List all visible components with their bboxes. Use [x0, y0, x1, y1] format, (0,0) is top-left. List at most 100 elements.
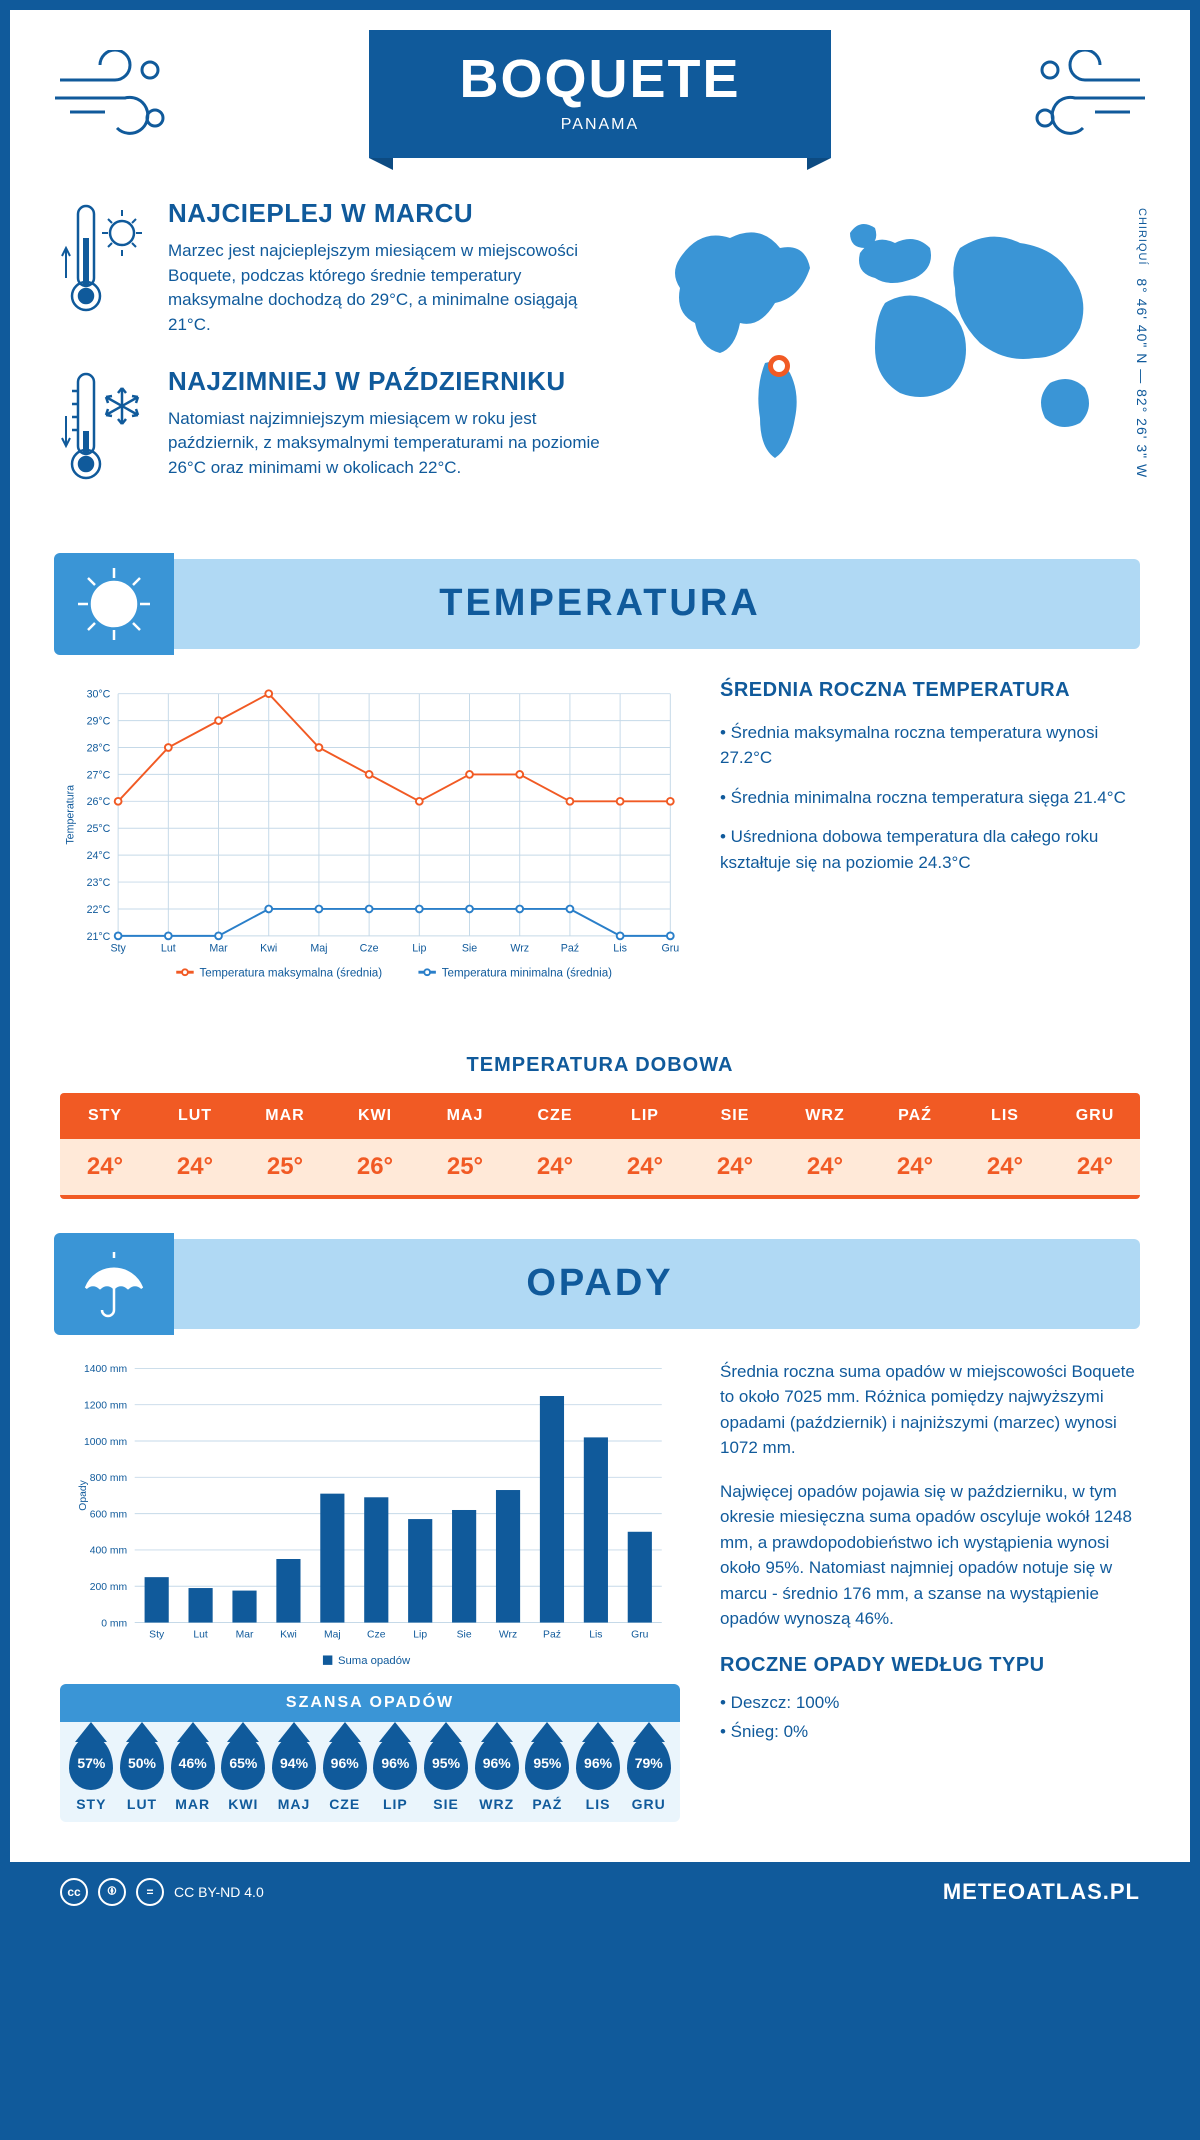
svg-text:Lut: Lut	[161, 942, 176, 954]
chance-cell: 96% CZE	[319, 1736, 370, 1812]
svg-text:Maj: Maj	[310, 942, 327, 954]
temperature-summary: ŚREDNIA ROCZNA TEMPERATURA • Średnia mak…	[720, 679, 1140, 1004]
temp-cell: 24°	[960, 1139, 1050, 1195]
svg-text:Temperatura: Temperatura	[65, 784, 77, 844]
license-text: CC BY-ND 4.0	[174, 1884, 264, 1900]
coordinates: CHIRIQUÍ 8° 46' 40" N — 82° 26' 3" W	[1134, 208, 1150, 478]
svg-text:Paź: Paź	[561, 942, 579, 954]
summary-bullet: • Uśredniona dobowa temperatura dla całe…	[720, 824, 1140, 875]
month-header: MAR	[240, 1093, 330, 1139]
lat-label: 8° 46' 40" N	[1134, 278, 1150, 364]
temp-cell: 24°	[600, 1139, 690, 1195]
ptype-title: ROCZNE OPADY WEDŁUG TYPU	[720, 1650, 1140, 1680]
svg-text:Cze: Cze	[360, 942, 379, 954]
temperature-line-chart: 21°C22°C23°C24°C25°C26°C27°C28°C29°C30°C…	[60, 679, 680, 1004]
temp-cell: 24°	[150, 1139, 240, 1195]
fact-text: Natomiast najzimniejszym miesiącem w rok…	[168, 407, 620, 481]
fact-warmest: NAJCIEPLEJ W MARCU Marzec jest najcieple…	[60, 198, 620, 338]
svg-text:Cze: Cze	[367, 1629, 386, 1640]
precip-para: Średnia roczna suma opadów w miejscowośc…	[720, 1359, 1140, 1461]
nd-icon: =	[136, 1878, 164, 1906]
month-header: CZE	[510, 1093, 600, 1139]
wind-icon	[1020, 50, 1150, 145]
svg-text:30°C: 30°C	[87, 688, 111, 700]
month-header: GRU	[1050, 1093, 1140, 1139]
precip-bar-chart: 0 mm200 mm400 mm600 mm800 mm1000 mm1200 …	[60, 1359, 680, 1684]
thermometer-snow-icon	[60, 366, 150, 491]
drop-icon: 79%	[627, 1736, 671, 1790]
ptype-row: • Śnieg: 0%	[720, 1719, 1140, 1745]
intro-section: NAJCIEPLEJ W MARCU Marzec jest najcieple…	[10, 188, 1190, 549]
svg-text:Paź: Paź	[543, 1629, 561, 1640]
month-label: WRZ	[471, 1796, 522, 1812]
svg-text:600 mm: 600 mm	[90, 1509, 127, 1520]
svg-text:Lip: Lip	[412, 942, 426, 954]
svg-text:Gru: Gru	[631, 1629, 648, 1640]
month-label: LIP	[370, 1796, 421, 1812]
chance-cell: 57%STY	[66, 1736, 117, 1812]
drop-icon: 94%	[272, 1736, 316, 1790]
chance-cell: 46%MAR	[167, 1736, 218, 1812]
month-label: CZE	[319, 1796, 370, 1812]
svg-text:800 mm: 800 mm	[90, 1473, 127, 1484]
svg-text:1200 mm: 1200 mm	[84, 1400, 127, 1411]
section-header-precip: OPADY	[60, 1239, 1140, 1329]
temp-cell: 24°	[1050, 1139, 1140, 1195]
chance-cell: 96%LIP	[370, 1736, 421, 1812]
temp-cell: 24°	[60, 1139, 150, 1195]
svg-text:21°C: 21°C	[87, 930, 111, 942]
umbrella-icon	[54, 1233, 174, 1335]
month-label: MAJ	[269, 1796, 320, 1812]
drop-icon: 95%	[424, 1736, 468, 1790]
svg-text:Lut: Lut	[193, 1629, 208, 1640]
svg-text:0 mm: 0 mm	[101, 1618, 127, 1629]
month-header: STY	[60, 1093, 150, 1139]
temp-cell: 24°	[690, 1139, 780, 1195]
month-header: LIP	[600, 1093, 690, 1139]
sun-icon	[54, 553, 174, 655]
title-banner: BOQUETE PANAMA	[369, 30, 830, 158]
month-header: PAŹ	[870, 1093, 960, 1139]
chance-cell: 65%KWI	[218, 1736, 269, 1812]
svg-text:1400 mm: 1400 mm	[84, 1364, 127, 1375]
svg-text:Temperatura maksymalna (średni: Temperatura maksymalna (średnia)	[200, 966, 383, 979]
svg-text:Suma opadów: Suma opadów	[338, 1655, 411, 1667]
svg-text:Sie: Sie	[462, 942, 477, 954]
svg-text:Maj: Maj	[324, 1629, 341, 1640]
temp-cell: 24°	[510, 1139, 600, 1195]
chance-cell: 50%LUT	[117, 1736, 168, 1812]
svg-text:Sty: Sty	[110, 942, 126, 954]
drop-icon: 96%	[323, 1736, 367, 1790]
month-label: LIS	[573, 1796, 624, 1812]
svg-text:Sie: Sie	[457, 1629, 472, 1640]
daily-temp-table: STYLUTMARKWIMAJCZELIPSIEWRZPAŹLISGRU 24°…	[60, 1093, 1140, 1199]
month-label: SIE	[421, 1796, 472, 1812]
svg-text:Lis: Lis	[589, 1629, 602, 1640]
drop-icon: 65%	[221, 1736, 265, 1790]
chance-cell: 96% LIS	[573, 1736, 624, 1812]
svg-text:Kwi: Kwi	[260, 942, 277, 954]
world-map: CHIRIQUÍ 8° 46' 40" N — 82° 26' 3" W	[650, 198, 1140, 519]
header: BOQUETE PANAMA	[10, 10, 1190, 188]
chance-cell: 96%WRZ	[471, 1736, 522, 1812]
daily-temp-title: TEMPERATURA DOBOWA	[10, 1054, 1190, 1077]
svg-text:Lip: Lip	[413, 1629, 427, 1640]
svg-text:28°C: 28°C	[87, 742, 111, 754]
svg-text:Sty: Sty	[149, 1629, 165, 1640]
month-label: PAŹ	[522, 1796, 573, 1812]
summary-bullet: • Średnia minimalna roczna temperatura s…	[720, 785, 1140, 811]
summary-bullet: • Średnia maksymalna roczna temperatura …	[720, 720, 1140, 771]
month-header: WRZ	[780, 1093, 870, 1139]
wind-icon	[50, 50, 180, 145]
page-title: BOQUETE	[459, 48, 740, 110]
temp-cell: 26°	[330, 1139, 420, 1195]
ptype-row: • Deszcz: 100%	[720, 1690, 1140, 1716]
thermometer-sun-icon	[60, 198, 150, 338]
section-title: TEMPERATURA	[439, 582, 761, 625]
page-subtitle: PANAMA	[459, 116, 740, 134]
chance-cell: 94% MAJ	[269, 1736, 320, 1812]
svg-text:1000 mm: 1000 mm	[84, 1436, 127, 1447]
footer: cc 🅯 = CC BY-ND 4.0 METEOATLAS.PL	[10, 1862, 1190, 1922]
drop-icon: 96%	[576, 1736, 620, 1790]
drop-icon: 95%	[525, 1736, 569, 1790]
